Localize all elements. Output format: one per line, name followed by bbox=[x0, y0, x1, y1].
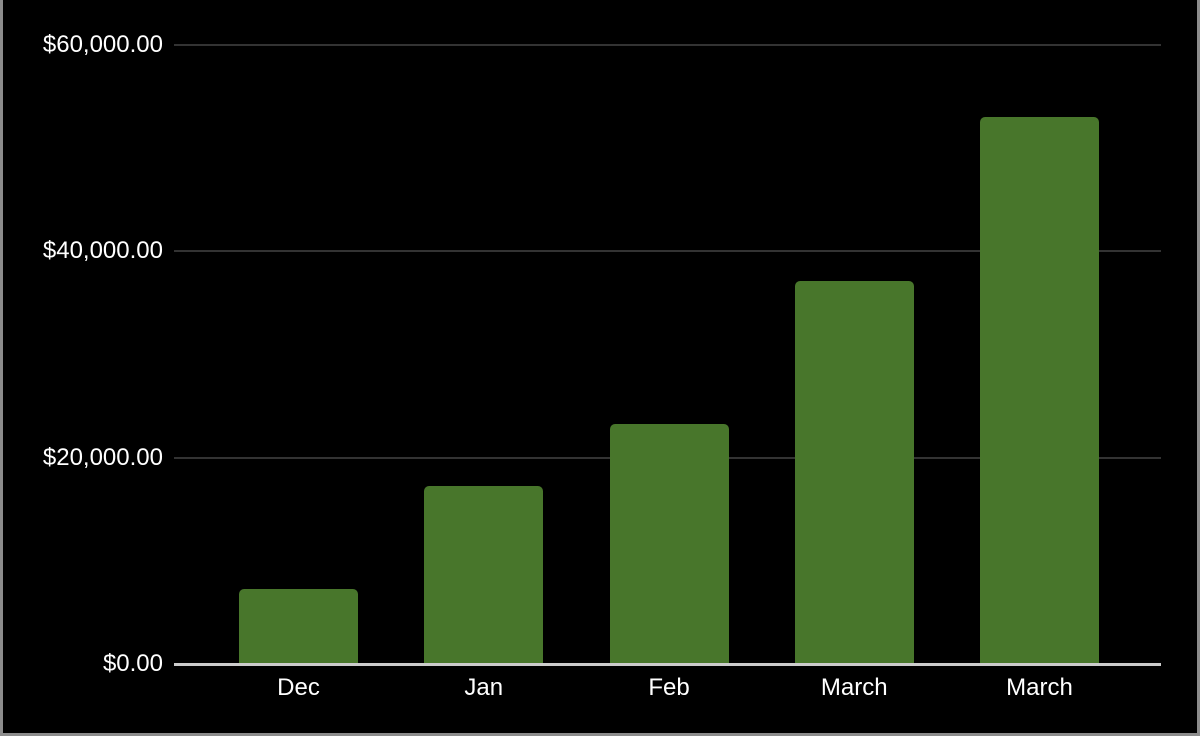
x-axis-line bbox=[174, 663, 1161, 666]
x-axis-category-label: Feb bbox=[648, 674, 690, 701]
y-axis-tick-label: $60,000.00 bbox=[42, 31, 163, 58]
bar-dec-0[interactable] bbox=[239, 588, 358, 664]
bar-feb-2[interactable] bbox=[609, 423, 729, 664]
bar-chart[interactable]: $60,000.00 $40,000.00 $20,000.00 $0.00 Dec Ja… bbox=[3, 0, 1197, 733]
x-axis-category-label: Dec bbox=[277, 674, 320, 701]
y-axis-tick-label: $20,000.00 bbox=[42, 443, 163, 471]
bar-march-4[interactable] bbox=[980, 117, 1099, 664]
y-axis-tick-label: $0.00 bbox=[102, 650, 163, 677]
y-gridline bbox=[174, 44, 1161, 46]
y-gridline bbox=[174, 250, 1161, 253]
x-axis-category-label: Jan bbox=[464, 674, 504, 701]
bar-march-3[interactable] bbox=[794, 281, 914, 664]
y-axis-tick-label: $40,000.00 bbox=[42, 237, 163, 265]
x-axis-category-label: March bbox=[1006, 674, 1073, 701]
x-axis-category-label: March bbox=[820, 674, 888, 701]
bar-jan-1[interactable] bbox=[424, 486, 544, 664]
